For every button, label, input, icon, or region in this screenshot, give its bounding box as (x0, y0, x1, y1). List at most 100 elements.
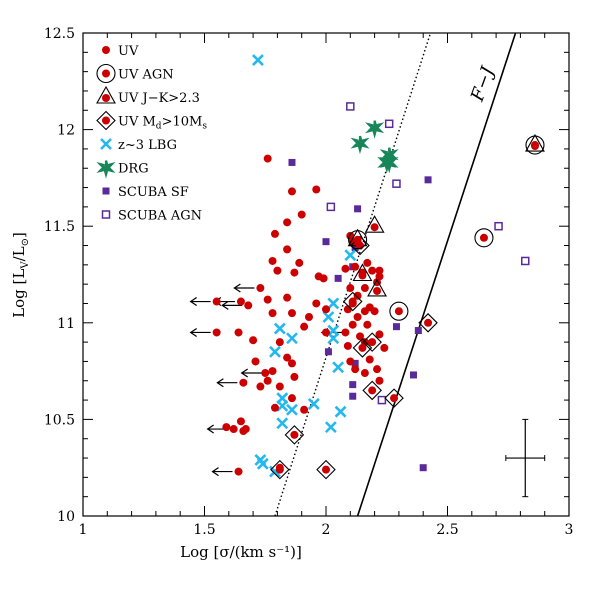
uv-dot (341, 328, 350, 337)
point-filled-square (414, 327, 422, 335)
point-filled-circle (341, 328, 350, 337)
point-triangled-dot (364, 215, 385, 233)
uv-dot (287, 187, 296, 196)
legend-label: UV J−K>2.3 (118, 91, 200, 106)
uv-dot (212, 328, 221, 337)
legend-marker (101, 210, 111, 219)
point-diamond-dot (362, 380, 382, 401)
scuba-sf-square (409, 371, 417, 379)
scuba-agn-square (384, 119, 394, 129)
point-cross (307, 398, 320, 410)
point-filled-circle (273, 266, 282, 275)
legend-entry: UV (102, 44, 139, 59)
uv-dot (358, 343, 367, 352)
lbg-cross-b (344, 249, 357, 262)
point-filled-circle (348, 320, 357, 329)
point-filled-circle (287, 359, 296, 368)
point-filled-circle (239, 378, 248, 387)
uv-dot (283, 293, 292, 302)
point-filled-circle (287, 309, 296, 318)
lbg-cross-b (307, 398, 320, 410)
upper-limit-arrow (211, 467, 233, 477)
point-diamond-dot (270, 459, 290, 480)
point-filled-circle (256, 284, 265, 293)
uv-dot (360, 284, 369, 293)
point-open-square (326, 202, 336, 212)
uv-dot (290, 430, 299, 439)
point-filled-circle (375, 266, 384, 275)
mass-diamond (362, 332, 382, 352)
mass-diamond (284, 425, 305, 445)
legend: UV UV AGN UV J−K>2.3 UV Md>10Ms z~3 LBG DRG SC… (96, 44, 207, 224)
x-tick-label: 2 (322, 522, 331, 538)
lbg-cross-b (334, 405, 347, 418)
uv-dot (343, 305, 352, 314)
uv-dot (261, 369, 270, 378)
point-filled-circle (368, 266, 377, 275)
scuba-sf-square (354, 205, 362, 213)
uv-dot (263, 295, 272, 304)
jk-triangle (96, 85, 116, 104)
point-open-square (384, 119, 394, 129)
uv-dot (479, 233, 488, 242)
uv-dot (358, 271, 367, 280)
point-circled-dot (525, 135, 545, 155)
y-tick-label: 11.5 (44, 219, 75, 235)
uv-dot (249, 336, 258, 345)
point-filled-circle (312, 299, 321, 308)
point-filled-square (351, 243, 359, 251)
scuba-sf-square (102, 187, 110, 195)
mass-diamond (342, 291, 363, 312)
agn-ring (389, 301, 409, 321)
uv-dot (275, 338, 284, 347)
uv-dot (370, 223, 379, 232)
x-tick-label: 1 (79, 522, 88, 538)
lbg-cross-b (273, 322, 286, 335)
data-points (189, 54, 545, 480)
point-filled-circle (212, 297, 221, 306)
scuba-agn-square (326, 202, 336, 212)
point-filled-circle (351, 365, 360, 374)
scuba-sf-square (351, 243, 359, 251)
scuba-sf-square (349, 392, 357, 400)
point-filled-circle (343, 305, 352, 314)
point-filled-square (288, 158, 296, 166)
point-filled-square (351, 359, 359, 367)
uv-dot (290, 268, 299, 277)
arrow-head (189, 327, 197, 337)
point-filled-circle (375, 376, 384, 385)
uv-dot (312, 299, 321, 308)
uv-dot (270, 403, 279, 412)
uv-dot (351, 262, 360, 271)
uv-dot (530, 141, 539, 150)
arrow-head (189, 297, 197, 307)
point-filled-circle (343, 341, 352, 350)
uv-dot (380, 343, 389, 352)
legend-entry: UV AGN (96, 63, 174, 84)
uv-dot (319, 274, 328, 283)
lbg-cross-b (256, 457, 269, 470)
uv-dot (295, 258, 304, 267)
scuba-sf-square (414, 327, 422, 335)
legend-entry: UV Md>10Ms (96, 110, 207, 132)
legend-label: SCUBA AGN (118, 209, 202, 224)
upper-limit-arrow (240, 368, 262, 378)
point-diamond-dot (362, 332, 382, 352)
uv-dot (322, 465, 330, 474)
uv-dot (234, 328, 243, 337)
uv-dot (368, 338, 377, 347)
uv-dot (365, 355, 374, 364)
legend-marker (96, 63, 116, 84)
mass-diamond (96, 110, 116, 131)
point-triangled-dot (352, 263, 373, 282)
point-filled-circle (297, 210, 306, 219)
uv-dot (343, 341, 352, 350)
point-cross (273, 322, 286, 335)
agn-ring (96, 63, 116, 84)
uv-dot (322, 328, 330, 337)
agn-ring (525, 135, 545, 155)
uv-dot (370, 307, 379, 316)
plot-frame (82, 32, 570, 517)
upper-limit-arrow (216, 378, 238, 388)
uv-dot (360, 369, 369, 378)
